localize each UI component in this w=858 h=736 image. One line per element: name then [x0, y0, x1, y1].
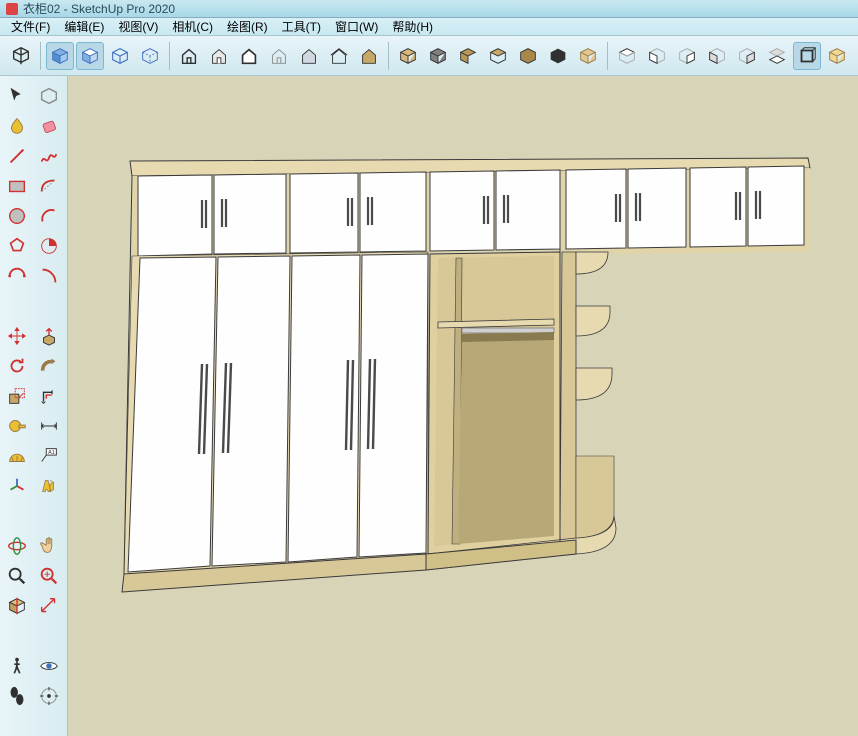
empty-1 — [3, 292, 31, 320]
style-shaded-tex-icon[interactable] — [76, 42, 104, 70]
box-3-icon[interactable] — [454, 42, 482, 70]
scale-icon[interactable] — [3, 382, 31, 410]
toolbar-left: A1 — [0, 76, 68, 736]
view-front-icon[interactable] — [643, 42, 671, 70]
box-4-icon[interactable] — [484, 42, 512, 70]
box-1-icon[interactable] — [394, 42, 422, 70]
empty-5 — [3, 622, 31, 650]
empty-2 — [35, 292, 63, 320]
menu-file[interactable]: 文件(F) — [4, 18, 57, 35]
model-canvas — [68, 76, 858, 736]
line-icon[interactable] — [3, 142, 31, 170]
position-icon[interactable] — [35, 682, 63, 710]
3dtext-icon[interactable] — [35, 472, 63, 500]
window-title: 衣柜02 - SketchUp Pro 2020 — [23, 0, 175, 17]
menu-edit[interactable]: 编辑(E) — [57, 18, 111, 35]
box-2-icon[interactable] — [424, 42, 452, 70]
dimension-icon[interactable] — [35, 412, 63, 440]
pan-icon[interactable] — [35, 532, 63, 560]
style-hidden-icon[interactable] — [136, 42, 164, 70]
house-3-icon[interactable] — [235, 42, 263, 70]
text-icon[interactable]: A1 — [35, 442, 63, 470]
eraser-icon[interactable] — [35, 112, 63, 140]
rotate-icon[interactable] — [3, 352, 31, 380]
protractor-icon[interactable] — [3, 442, 31, 470]
empty-6 — [35, 622, 63, 650]
box-7-icon[interactable] — [574, 42, 602, 70]
circle-icon[interactable] — [3, 202, 31, 230]
house-4-icon[interactable] — [265, 42, 293, 70]
select-icon[interactable] — [3, 82, 31, 110]
axes2-icon[interactable] — [35, 592, 63, 620]
menu-help[interactable]: 帮助(H) — [385, 18, 440, 35]
view-bottom-icon[interactable] — [763, 42, 791, 70]
view-right-icon[interactable] — [673, 42, 701, 70]
viewport[interactable] — [68, 76, 858, 736]
zoom-icon[interactable] — [3, 562, 31, 590]
followme-icon[interactable] — [35, 352, 63, 380]
offset-icon[interactable] — [35, 382, 63, 410]
menu-draw[interactable]: 绘图(R) — [220, 18, 275, 35]
pie-icon[interactable] — [35, 232, 63, 260]
menubar: 文件(F) 编辑(E) 视图(V) 相机(C) 绘图(R) 工具(T) 窗口(W… — [0, 18, 858, 36]
menu-view[interactable]: 视图(V) — [111, 18, 165, 35]
zoom-extents-icon[interactable] — [35, 562, 63, 590]
move-icon[interactable] — [3, 322, 31, 350]
walk-icon[interactable] — [3, 652, 31, 680]
house-2-icon[interactable] — [205, 42, 233, 70]
section-icon[interactable] — [3, 592, 31, 620]
arc-icon[interactable] — [35, 172, 63, 200]
house-6-icon[interactable] — [325, 42, 353, 70]
empty-3 — [3, 502, 31, 530]
menu-window[interactable]: 窗口(W) — [328, 18, 385, 35]
menu-camera[interactable]: 相机(C) — [165, 18, 220, 35]
component-icon[interactable] — [35, 82, 63, 110]
box-5-icon[interactable] — [514, 42, 542, 70]
menu-tools[interactable]: 工具(T) — [275, 18, 328, 35]
svg-text:A1: A1 — [48, 450, 55, 456]
view-back-icon[interactable] — [703, 42, 731, 70]
style-shaded-icon[interactable] — [46, 42, 74, 70]
view-iso-icon[interactable] — [7, 42, 35, 70]
view-persp-icon[interactable] — [793, 42, 821, 70]
box-6-icon[interactable] — [544, 42, 572, 70]
toolbar-top — [0, 36, 858, 76]
view-alt-icon[interactable] — [823, 42, 851, 70]
polygon-icon[interactable] — [3, 232, 31, 260]
house-7-icon[interactable] — [355, 42, 383, 70]
view-left-icon[interactable] — [733, 42, 761, 70]
titlebar: 衣柜02 - SketchUp Pro 2020 — [0, 0, 858, 18]
view-top-icon[interactable] — [613, 42, 641, 70]
main: A1 — [0, 76, 858, 736]
rectangle-icon[interactable] — [3, 172, 31, 200]
arc2-icon[interactable] — [35, 202, 63, 230]
house-1-icon[interactable] — [175, 42, 203, 70]
axes-icon[interactable] — [3, 472, 31, 500]
freehand-icon[interactable] — [35, 142, 63, 170]
style-wireframe-icon[interactable] — [106, 42, 134, 70]
house-5-icon[interactable] — [295, 42, 323, 70]
pushpull-icon[interactable] — [35, 322, 63, 350]
empty-4 — [35, 502, 63, 530]
app-logo-icon — [6, 3, 18, 15]
orbit-icon[interactable] — [3, 532, 31, 560]
arc4-icon[interactable] — [35, 262, 63, 290]
arc3-icon[interactable] — [3, 262, 31, 290]
look-icon[interactable] — [35, 652, 63, 680]
walk2-icon[interactable] — [3, 682, 31, 710]
paint-icon[interactable] — [3, 112, 31, 140]
tape-icon[interactable] — [3, 412, 31, 440]
